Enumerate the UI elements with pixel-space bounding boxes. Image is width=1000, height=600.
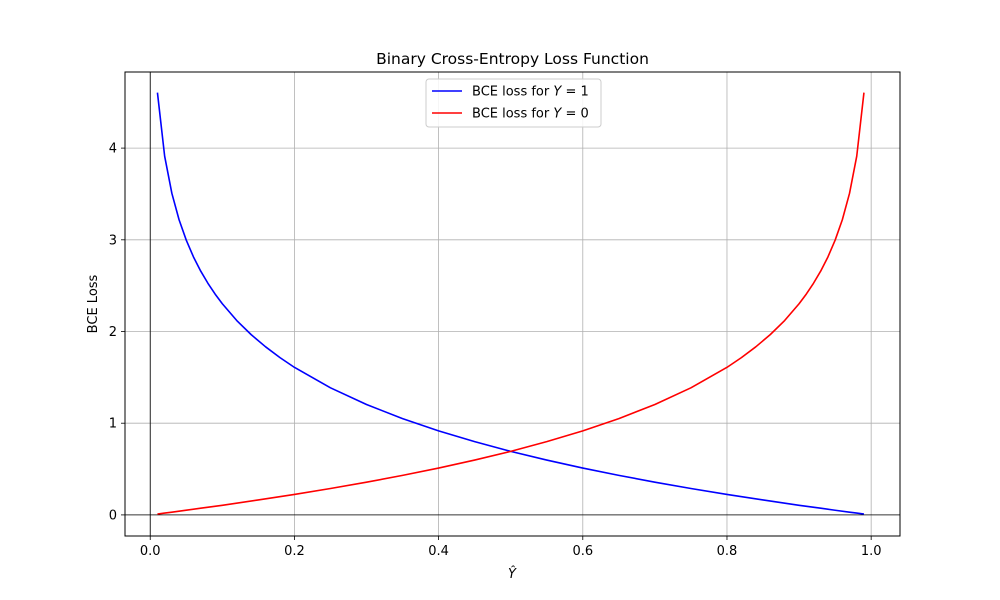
y-tick-label: 2 [109,325,117,340]
y-tick-label: 3 [109,233,117,248]
y-tick-label: 1 [109,417,117,432]
legend: BCE loss for Y = 1 BCE loss for Y = 0 [425,78,602,128]
series-line-y0 [157,92,865,515]
x-tick-label: 0.4 [428,544,449,559]
reference-lines [125,72,900,536]
series-layer [156,92,865,515]
legend-label-y1: BCE loss for Y = 1 [472,85,589,100]
chart-title: Binary Cross-Entropy Loss Function [376,50,649,68]
y-tick-label: 4 [109,142,117,157]
y-axis-label: BCE Loss [86,274,101,333]
x-tick-label: 0.2 [284,544,305,559]
x-tick-label: 0.6 [572,544,593,559]
series-line-y1 [156,92,865,515]
x-tick-label: 0.8 [717,544,738,559]
x-axis-label: Ŷ [508,566,517,582]
x-tick-label: 0.0 [140,544,161,559]
x-tick-label: 1.0 [861,544,882,559]
legend-box [425,78,602,128]
y-tick-label: 0 [109,508,117,523]
legend-label-y0: BCE loss for Y = 0 [472,107,589,122]
axis-ticks: 0.0 0.2 0.4 0.6 0.8 1.0 0 1 2 3 4 [109,142,882,559]
grid [125,72,900,536]
plot-frame [124,71,901,537]
